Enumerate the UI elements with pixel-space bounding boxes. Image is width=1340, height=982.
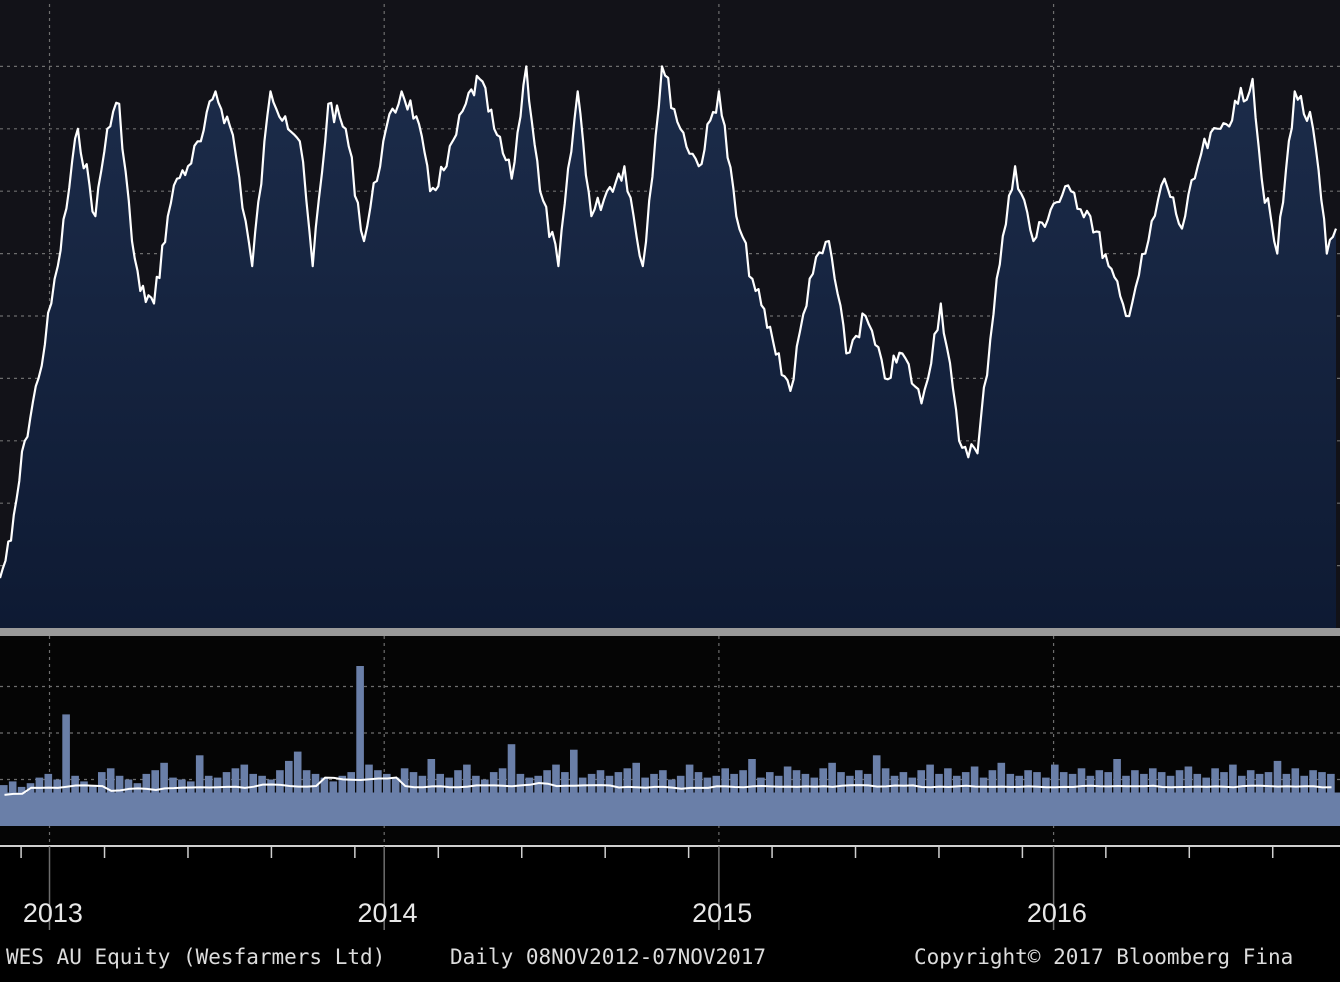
x-axis: 2013 2014 2015 2016 [20,846,1274,930]
x-tick-label: 2015 [692,898,752,928]
footer-period: Daily 08NOV2012-07NOV2017 [450,945,766,969]
footer-security: WES AU Equity (Wesfarmers Ltd) [6,945,385,969]
panel-separator [0,628,1340,636]
volume-series [0,666,1340,826]
volume-bar [62,714,70,826]
price-series [0,65,1338,628]
volume-bar [195,755,204,826]
volume-bar [507,744,516,826]
volume-average-line [4,776,1332,796]
volume-bar [427,759,436,826]
price-area [0,66,1336,628]
volume-bar [293,751,302,826]
x-tick-label: 2013 [23,898,83,928]
volume-bar [748,759,756,826]
x-tick-label: 2014 [357,898,417,928]
volume-bar [872,755,881,826]
price-line [0,65,1338,579]
footer-copyright: Copyright© 2017 Bloomberg Fina [914,945,1293,969]
x-tick-label: 2016 [1027,898,1087,928]
volume-base [0,792,1340,826]
volume-bar [356,666,364,826]
volume-bar [570,749,578,826]
volume-bar [1113,759,1121,826]
